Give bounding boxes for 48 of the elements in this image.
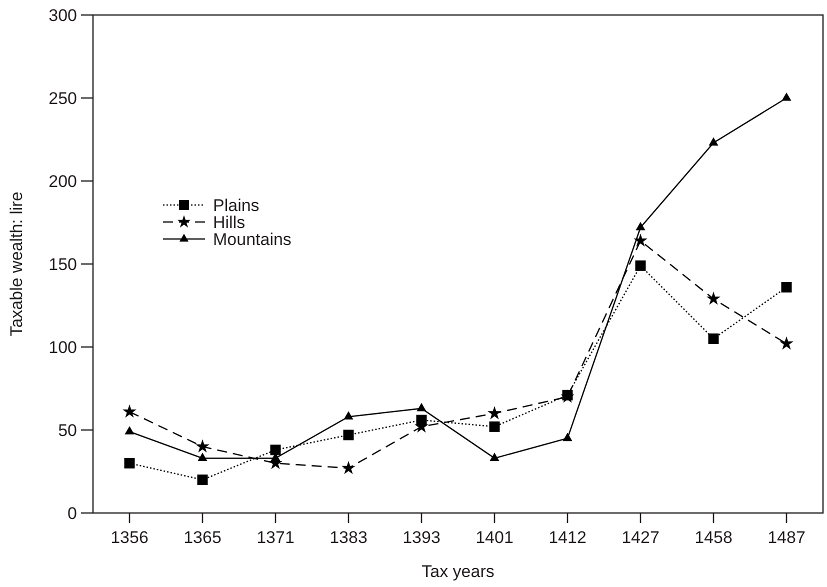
point bbox=[270, 444, 281, 456]
point bbox=[416, 414, 427, 426]
point bbox=[197, 474, 208, 486]
point bbox=[196, 439, 210, 453]
point bbox=[416, 402, 426, 412]
y-tick-label: 200 bbox=[48, 172, 77, 191]
legend-label: Plains bbox=[213, 196, 260, 215]
point bbox=[344, 411, 354, 420]
point bbox=[706, 292, 720, 305]
y-tick-label: 150 bbox=[48, 254, 77, 274]
point bbox=[780, 336, 794, 350]
x-tick-label: 1401 bbox=[476, 528, 514, 547]
point bbox=[489, 421, 500, 432]
y-axis-title: Taxable wealth: lire bbox=[7, 192, 26, 336]
point bbox=[708, 137, 718, 146]
point bbox=[124, 458, 135, 468]
y-tick-label: 50 bbox=[58, 420, 77, 440]
x-axis-title: Tax years bbox=[422, 562, 494, 581]
legend-label: Hills bbox=[213, 212, 246, 232]
x-tick-label: 1365 bbox=[184, 528, 222, 547]
point bbox=[198, 452, 208, 461]
point bbox=[781, 282, 792, 292]
point bbox=[562, 432, 572, 442]
y-tick-label: 300 bbox=[48, 6, 77, 25]
x-tick-label: 1487 bbox=[768, 528, 806, 547]
point bbox=[634, 233, 648, 247]
point bbox=[122, 404, 136, 418]
y-tick-label: 0 bbox=[68, 504, 77, 523]
x-tick-label: 1458 bbox=[694, 528, 732, 547]
y-tick-label: 250 bbox=[48, 88, 77, 108]
point bbox=[782, 92, 792, 101]
point bbox=[124, 426, 134, 434]
x-tick-label: 1393 bbox=[402, 528, 440, 547]
legend-label: Mountains bbox=[213, 230, 292, 249]
point bbox=[708, 333, 719, 344]
x-tick-label: 1371 bbox=[256, 528, 294, 547]
point bbox=[342, 460, 356, 474]
x-tick-label: 1412 bbox=[548, 528, 586, 547]
point bbox=[635, 260, 646, 271]
point bbox=[343, 430, 354, 440]
point bbox=[488, 406, 502, 420]
point bbox=[490, 452, 500, 461]
y-tick-label: 100 bbox=[48, 338, 77, 357]
point bbox=[636, 222, 646, 230]
point bbox=[562, 390, 573, 400]
x-tick-label: 1427 bbox=[622, 528, 660, 547]
x-tick-label: 1383 bbox=[330, 528, 368, 547]
x-tick-label: 1356 bbox=[110, 528, 148, 547]
